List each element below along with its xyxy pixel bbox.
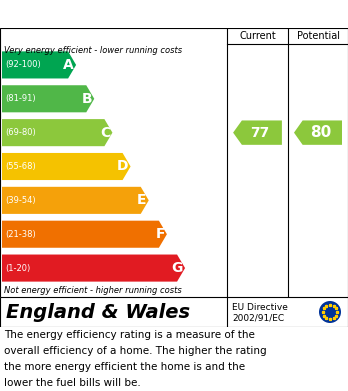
Polygon shape: [2, 119, 112, 146]
Text: C: C: [100, 126, 110, 140]
Text: overall efficiency of a home. The higher the rating: overall efficiency of a home. The higher…: [4, 346, 267, 356]
Text: Not energy efficient - higher running costs: Not energy efficient - higher running co…: [4, 286, 182, 295]
Text: E: E: [137, 194, 147, 207]
Polygon shape: [2, 187, 149, 214]
Text: Current: Current: [239, 31, 276, 41]
Text: (39-54): (39-54): [5, 196, 35, 205]
Polygon shape: [2, 221, 167, 248]
Polygon shape: [2, 85, 94, 112]
Text: (92-100): (92-100): [5, 61, 41, 70]
Text: (69-80): (69-80): [5, 128, 36, 137]
Polygon shape: [2, 153, 130, 180]
Text: England & Wales: England & Wales: [6, 303, 190, 321]
Text: A: A: [63, 58, 74, 72]
Text: F: F: [156, 227, 165, 241]
Text: Energy Efficiency Rating: Energy Efficiency Rating: [8, 7, 218, 22]
Text: (55-68): (55-68): [5, 162, 36, 171]
Text: (21-38): (21-38): [5, 230, 36, 239]
Polygon shape: [233, 120, 282, 145]
Circle shape: [319, 301, 341, 323]
Polygon shape: [2, 51, 76, 79]
Text: Potential: Potential: [296, 31, 340, 41]
Text: G: G: [172, 261, 183, 275]
Text: (81-91): (81-91): [5, 94, 35, 103]
Text: D: D: [117, 160, 128, 174]
Text: 2002/91/EC: 2002/91/EC: [232, 314, 284, 323]
Text: B: B: [82, 92, 92, 106]
Text: 77: 77: [251, 126, 270, 140]
Text: the more energy efficient the home is and the: the more energy efficient the home is an…: [4, 362, 245, 372]
Text: Very energy efficient - lower running costs: Very energy efficient - lower running co…: [4, 46, 182, 55]
Polygon shape: [294, 120, 342, 145]
Polygon shape: [2, 255, 185, 282]
Text: 80: 80: [310, 125, 331, 140]
Text: lower the fuel bills will be.: lower the fuel bills will be.: [4, 378, 141, 388]
Text: EU Directive: EU Directive: [232, 303, 288, 312]
Text: (1-20): (1-20): [5, 264, 30, 273]
Text: The energy efficiency rating is a measure of the: The energy efficiency rating is a measur…: [4, 330, 255, 340]
